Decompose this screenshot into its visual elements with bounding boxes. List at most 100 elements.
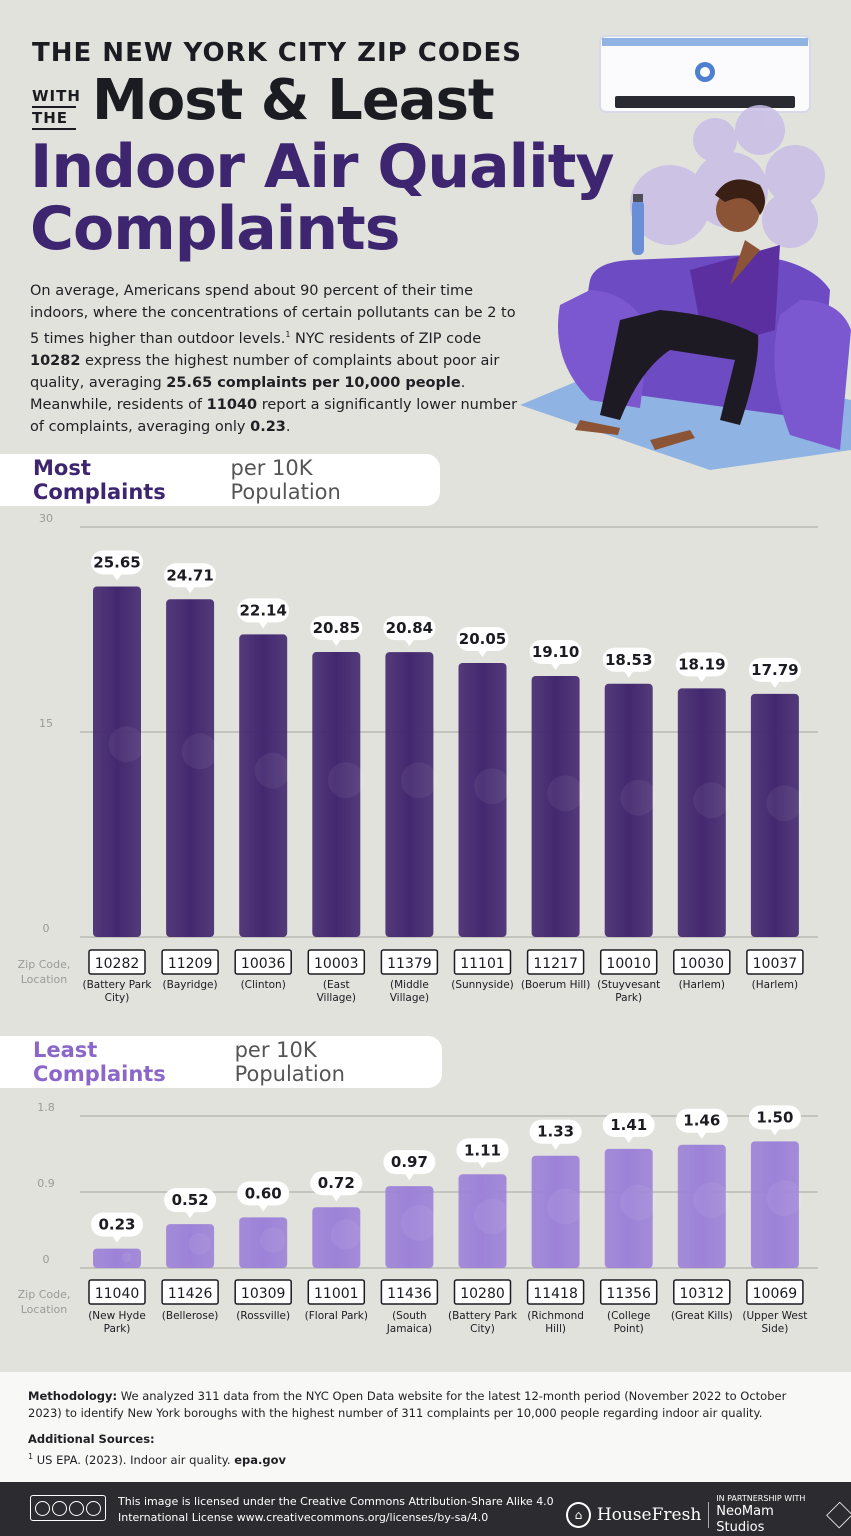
person [575,179,780,450]
footnote-mark: 1 [285,330,291,339]
zip-label: 11209 [168,956,213,972]
value-label: 17.79 [751,661,798,679]
zip-label: 11217 [533,956,578,972]
bar [385,1186,434,1268]
license-line-2: International License www.creativecommon… [118,1511,489,1524]
bar [239,634,288,937]
housefresh-logo-icon: ⌂ [566,1502,591,1528]
value-label-bubble [748,1105,801,1130]
location-label: (College Point) [607,1310,650,1335]
value-label-pointer [404,1173,415,1181]
bar [166,1224,215,1268]
value-label-pointer [331,639,342,647]
y-tick-label: 1.8 [37,1101,55,1114]
air-conditioner-icon [599,35,811,113]
zip-label: 11101 [460,956,505,972]
bar [531,1155,580,1268]
creative-commons-icon[interactable] [30,1495,106,1521]
source-link[interactable]: epa.gov [234,1452,286,1467]
bar [677,1144,726,1268]
partner-name: NeoMam Studios [716,1504,774,1535]
location-label: (Upper West Side) [742,1310,807,1335]
location-label: (Floral Park) [305,1310,368,1322]
bar-bubble [547,775,584,812]
the-label: THE [32,108,76,130]
bar-bubble [260,1227,286,1253]
bar-bubble [693,1182,730,1219]
zip-label: 10280 [460,1286,505,1302]
value-label-pointer [696,1131,707,1139]
methodology-label: Methodology: [28,1389,118,1403]
zip-box [88,1279,146,1305]
zip-label: 11356 [606,1286,651,1302]
intro-text-3: express the highest number of complaints… [30,352,500,391]
title-line-1: THE NEW YORK CITY ZIP CODES [32,38,523,68]
location-label: (Great Kills) [671,1310,733,1322]
value-label-pointer [550,662,561,670]
bar [312,652,361,937]
zip-box [380,1279,439,1305]
bar [239,1217,288,1268]
x-axis-title: Zip Code, Location [18,1288,71,1316]
value-label-bubble [748,657,801,682]
y-tick-label: 30 [39,512,53,525]
value-label-bubble [383,616,436,641]
bar [750,693,799,937]
zip-label: 10037 [753,956,798,972]
brand-block: ⌂ HouseFresh IN PARTNERSHIP WITH NeoMam … [566,1494,851,1536]
value-label-pointer [623,1135,634,1143]
zip-box [526,949,585,975]
intro-zip-high: 10282 [30,352,81,369]
zip-box [673,1279,731,1305]
source-item: 1 US EPA. (2023). Indoor air quality. ep… [28,1448,823,1469]
value-label-bubble [164,563,217,588]
value-label: 20.05 [459,630,506,648]
value-label: 19.10 [532,643,579,661]
location-label: (Battery Park City) [83,979,153,1004]
value-label-pointer [696,675,707,683]
methodology: Methodology: We analyzed 311 data from t… [28,1388,823,1422]
value-label: 22.14 [239,601,286,619]
value-label-bubble [91,1212,143,1237]
methodology-text: We analyzed 311 data from the NYC Open D… [28,1389,787,1420]
location-label: (Clinton) [241,979,286,991]
source-mark: 1 [28,1452,34,1461]
title-line-2: Most & Least [92,68,495,133]
bar-bubble [401,1204,437,1241]
zip-label: 10282 [95,956,140,972]
value-label: 1.11 [464,1141,501,1159]
most-complaints-title: Most Complaints [33,456,166,504]
location-label: (Stuyvesant Park) [597,979,660,1004]
methodology-box: Methodology: We analyzed 311 data from t… [0,1372,851,1482]
y-tick-label: 0 [43,1253,50,1266]
intro-paragraph: On average, Americans spend about 90 per… [30,280,520,438]
bar-bubble [620,779,657,816]
value-label: 0.23 [98,1216,135,1234]
least-complaints-subtitle: per 10K Population [234,1038,345,1086]
bar-bubble [254,752,291,789]
location-label: (Boerum Hill) [521,979,590,991]
bar-bubble [693,782,730,819]
value-label-pointer [769,1128,780,1136]
zip-box [453,1279,512,1305]
value-label-bubble [237,598,290,623]
license-text: This image is licensed under the Creativ… [118,1494,554,1526]
zip-label: 11436 [387,1286,432,1302]
partner-small: IN PARTNERSHIP WITH [716,1494,806,1503]
value-label-pointer [258,1204,269,1212]
location-label: (New Hyde Park) [88,1310,146,1335]
value-label-pointer [185,586,196,594]
least-complaints-title: Least Complaints [33,1038,166,1086]
zip-label: 10069 [753,1286,798,1302]
value-label-pointer [769,680,780,688]
bar-bubble [181,733,218,770]
zip-label: 10312 [680,1286,725,1302]
value-label: 0.97 [391,1153,428,1171]
value-label: 1.50 [756,1108,793,1126]
zip-box [161,949,219,975]
zip-box [453,949,512,975]
zip-label: 11379 [387,956,432,972]
bar-bubble [327,762,364,799]
zip-box [307,1279,366,1305]
zip-label: 10036 [241,956,286,972]
